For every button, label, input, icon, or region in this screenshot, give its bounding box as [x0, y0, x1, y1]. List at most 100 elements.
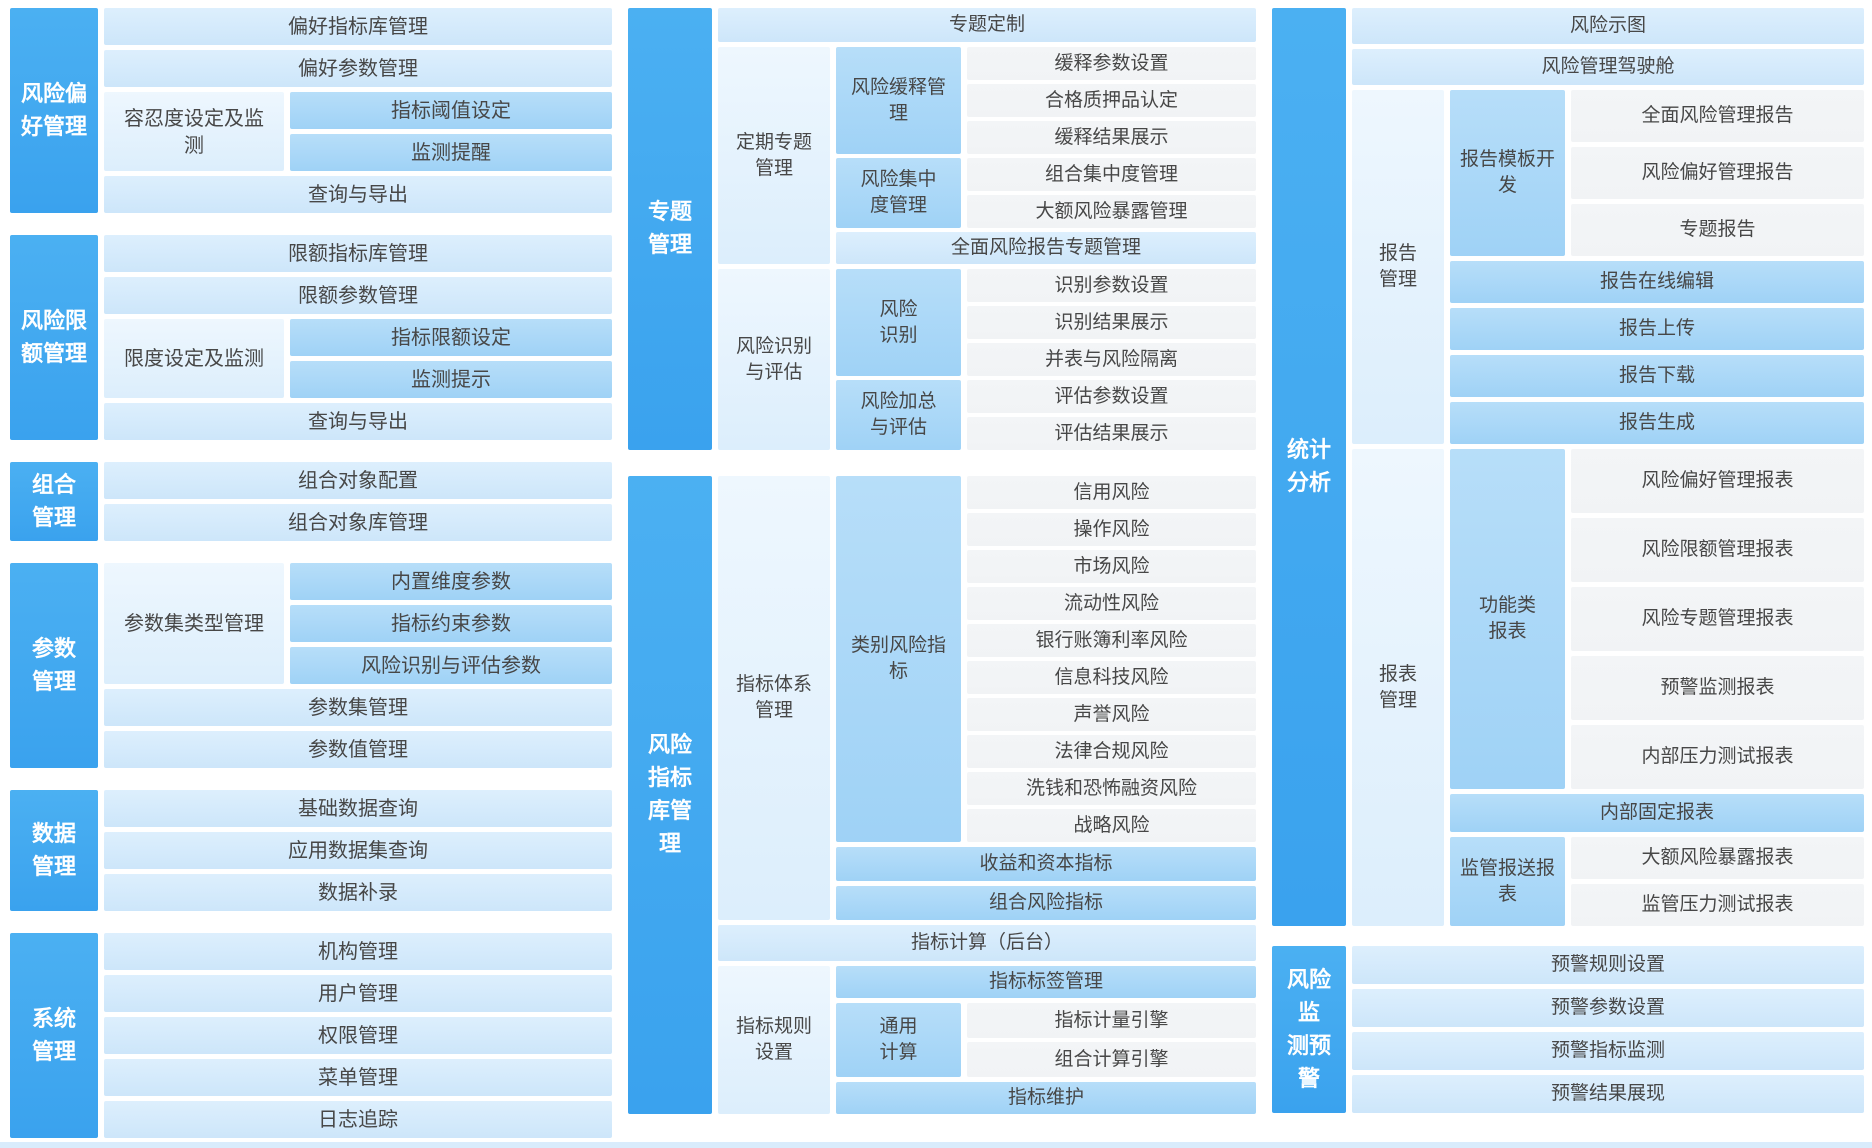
feature-tile: 组合风险指标	[836, 886, 1256, 920]
feature-tile: 战略风险	[967, 809, 1256, 842]
feature-tile: 偏好指标库管理	[104, 8, 612, 45]
feature-tile: 市场风险	[967, 550, 1256, 583]
column-right: 统计 分析 风险示图 风险管理驾驶舱 报告管理 报告模板开发 全面风险管理报告 …	[1272, 8, 1864, 1148]
feature-tile: 组合对象库管理	[104, 504, 612, 541]
feature-tile: 操作风险	[967, 513, 1256, 546]
feature-tile: 专题定制	[718, 8, 1256, 42]
feature-tile: 缓释结果展示	[967, 121, 1256, 154]
feature-tile: 评估参数设置	[967, 380, 1256, 413]
section-parameter: 参数 管理 参数集类型管理 内置维度参数 指标约束参数 风险识别与评估参数 参数…	[10, 563, 612, 768]
feature-tile: 全面风险报告专题管理	[836, 232, 1256, 264]
feature-tile: 组合计算引擎	[967, 1042, 1256, 1077]
feature-tile: 用户管理	[104, 975, 612, 1012]
feature-tile: 监管压力测试报表	[1571, 884, 1864, 926]
feature-tile: 信息科技风险	[967, 661, 1256, 694]
feature-tile: 流动性风险	[967, 587, 1256, 620]
feature-tile: 机构管理	[104, 933, 612, 970]
feature-tile: 大额风险暴露报表	[1571, 837, 1864, 879]
feature-tile: 风险识别	[836, 269, 961, 376]
regulatory-sheet-group: 监管报送报表 大额风险暴露报表 监管压力测试报表	[1450, 837, 1864, 926]
feature-tile: 报表管理	[1352, 449, 1444, 926]
feature-tile: 权限管理	[104, 1017, 612, 1054]
parameter-type-group: 参数集类型管理 内置维度参数 指标约束参数 风险识别与评估参数	[104, 563, 612, 684]
indicator-rules-block: 指标规则设置 指标标签管理 通用计算 指标计量引擎 组合计算引擎 指标维护	[718, 966, 1256, 1114]
indicator-system-block: 指标体系管理 类别风险指标 信用风险 操作风险 市场风险 流动性风险 银行账簿利…	[718, 476, 1256, 920]
section-label-data: 数据 管理	[10, 790, 98, 911]
feature-tile: 预警参数设置	[1352, 989, 1864, 1027]
feature-tile: 指标体系管理	[718, 476, 830, 920]
section-risk-preference: 风险偏 好管理 偏好指标库管理 偏好参数管理 容忍度设定及监测 指标阈值设定 监…	[10, 8, 612, 213]
feature-tile: 限度设定及监测	[104, 319, 284, 398]
column-middle: 专题 管理 专题定制 定期专题管理 风险缓释管理 缓释参数设置 合格质押品认定 …	[628, 8, 1256, 1148]
feature-tile: 参数集类型管理	[104, 563, 284, 684]
feature-tile: 内部压力测试报表	[1571, 725, 1864, 789]
feature-tile: 参数值管理	[104, 731, 612, 768]
feature-tile: 风险示图	[1352, 8, 1864, 44]
feature-tile: 评估结果展示	[967, 417, 1256, 450]
feature-tile: 指标限额设定	[290, 319, 612, 356]
concentration-group: 风险集中度管理 组合集中度管理 大额风险暴露管理	[836, 158, 1256, 228]
feature-tile: 专题报告	[1571, 204, 1864, 256]
feature-tile: 全面风险管理报告	[1571, 90, 1864, 142]
section-label-risk-limit: 风险限 额管理	[10, 235, 98, 440]
identify-evaluate-block: 风险识别与评估 风险识别 识别参数设置 识别结果展示 并表与风险隔离 风险加总与…	[718, 269, 1256, 450]
aggregation-group: 风险加总与评估 评估参数设置 评估结果展示	[836, 380, 1256, 450]
mitigation-group: 风险缓释管理 缓释参数设置 合格质押品认定 缓释结果展示	[836, 47, 1256, 154]
feature-tile: 风险识别与评估	[718, 269, 830, 450]
section-warning: 风险监 测预警 预警规则设置 预警参数设置 预警指标监测 预警结果展现	[1272, 946, 1864, 1113]
section-label-portfolio: 组合 管理	[10, 462, 98, 541]
feature-tile: 风险识别与评估参数	[290, 647, 612, 684]
feature-tile: 应用数据集查询	[104, 832, 612, 869]
section-label-warning: 风险监 测预警	[1272, 946, 1346, 1113]
feature-tile: 监管报送报表	[1450, 837, 1565, 926]
feature-tile: 风险集中度管理	[836, 158, 961, 228]
feature-tile: 法律合规风险	[967, 735, 1256, 768]
feature-tile: 并表与风险隔离	[967, 343, 1256, 376]
feature-tile: 查询与导出	[104, 403, 612, 440]
feature-tile: 风险偏好管理报表	[1571, 449, 1864, 513]
section-risk-limit: 风险限 额管理 限额指标库管理 限额参数管理 限度设定及监测 指标限额设定 监测…	[10, 235, 612, 440]
feature-tile: 组合对象配置	[104, 462, 612, 499]
section-data: 数据 管理 基础数据查询 应用数据集查询 数据补录	[10, 790, 612, 911]
column-left: 风险偏 好管理 偏好指标库管理 偏好参数管理 容忍度设定及监测 指标阈值设定 监…	[10, 8, 612, 1148]
feature-tile: 限额指标库管理	[104, 235, 612, 272]
feature-tile: 合格质押品认定	[967, 84, 1256, 117]
section-label-topic: 专题 管理	[628, 8, 712, 450]
report-management-block: 报告管理 报告模板开发 全面风险管理报告 风险偏好管理报告 专题报告 报告在线编…	[1352, 90, 1864, 444]
periodic-topic-block: 定期专题管理 风险缓释管理 缓释参数设置 合格质押品认定 缓释结果展示 风险集中…	[718, 47, 1256, 264]
feature-tile: 预警指标监测	[1352, 1032, 1864, 1070]
feature-tile: 菜单管理	[104, 1059, 612, 1096]
feature-tile: 预警监测报表	[1571, 656, 1864, 720]
feature-tile: 偏好参数管理	[104, 50, 612, 87]
general-calc-group: 通用计算 指标计量引擎 组合计算引擎	[836, 1003, 1256, 1077]
section-label-risk-preference: 风险偏 好管理	[10, 8, 98, 213]
section-label-statistics: 统计 分析	[1272, 8, 1346, 926]
limit-group: 限度设定及监测 指标限额设定 监测提示	[104, 319, 612, 398]
feature-tile: 功能类报表	[1450, 449, 1565, 789]
feature-tile: 限额参数管理	[104, 277, 612, 314]
feature-tile: 报告模板开发	[1450, 90, 1565, 256]
feature-tile: 大额风险暴露管理	[967, 195, 1256, 228]
feature-tile: 声誉风险	[967, 698, 1256, 731]
feature-tile: 风险加总与评估	[836, 380, 961, 450]
feature-tile: 指标计量引擎	[967, 1003, 1256, 1038]
feature-tile: 识别结果展示	[967, 306, 1256, 339]
section-topic: 专题 管理 专题定制 定期专题管理 风险缓释管理 缓释参数设置 合格质押品认定 …	[628, 8, 1256, 450]
feature-tile: 定期专题管理	[718, 47, 830, 264]
feature-tile: 指标规则设置	[718, 966, 830, 1114]
feature-tile: 容忍度设定及监测	[104, 92, 284, 171]
sheet-management-block: 报表管理 功能类报表 风险偏好管理报表 风险限额管理报表 风险专题管理报表 预警…	[1352, 449, 1864, 926]
feature-tile: 基础数据查询	[104, 790, 612, 827]
feature-tile: 内置维度参数	[290, 563, 612, 600]
feature-tile: 报告下载	[1450, 355, 1864, 397]
feature-tile: 组合集中度管理	[967, 158, 1256, 191]
feature-tile: 指标阈值设定	[290, 92, 612, 129]
feature-tile: 预警结果展现	[1352, 1075, 1864, 1113]
recognition-group: 风险识别 识别参数设置 识别结果展示 并表与风险隔离	[836, 269, 1256, 376]
feature-tile: 报告生成	[1450, 402, 1864, 444]
feature-tile: 监测提示	[290, 361, 612, 398]
feature-tile: 银行账簿利率风险	[967, 624, 1256, 657]
feature-tile: 内部固定报表	[1450, 794, 1864, 832]
feature-tile: 信用风险	[967, 476, 1256, 509]
